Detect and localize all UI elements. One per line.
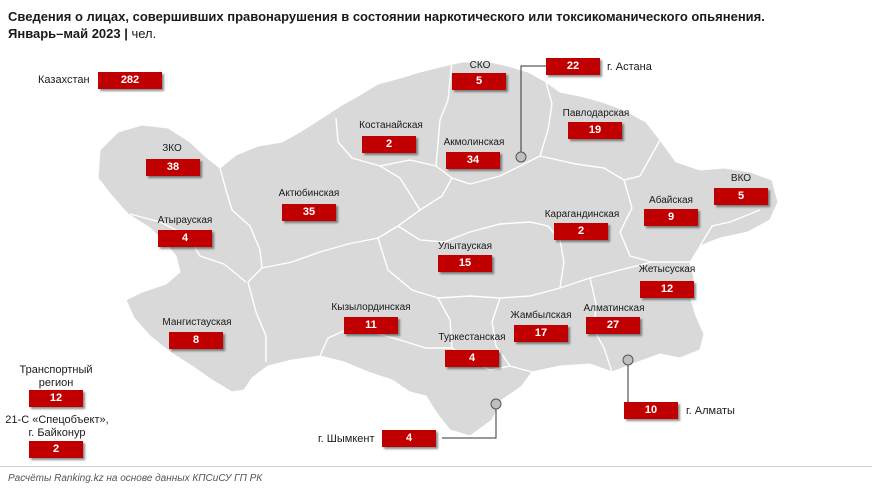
page-title: Сведения о лицах, совершивших правонаруш…	[8, 8, 765, 42]
region-borders	[129, 61, 761, 373]
transport-label-line2: регион	[38, 377, 74, 389]
baikonur-label-line1: 21-С «Спецобъект»,	[5, 414, 109, 426]
transport-label-line1: Транспортный	[19, 364, 93, 376]
city-almaty-name: г. Алматы	[686, 405, 735, 417]
astana-marker	[515, 151, 527, 163]
region-zhambyl-value: 17	[514, 325, 568, 342]
region-pavlodar-name: Павлодарская	[562, 108, 630, 119]
region-zko-name: ЗКО	[162, 143, 182, 154]
region-turkestan-value: 4	[445, 350, 499, 367]
baikonur-value: 2	[29, 441, 83, 458]
title-line2: Январь–май 2023 | чел.	[8, 26, 157, 41]
transport-value: 12	[29, 390, 83, 407]
city-shymkent-name: г. Шымкент	[318, 433, 375, 445]
region-aktobe-value: 35	[282, 204, 336, 221]
region-kyzylorda-name: Кызылординская	[331, 302, 411, 313]
almaty-marker	[622, 354, 634, 366]
source-note: Расчёты Ranking.kz на основе данных КПСи…	[8, 473, 263, 484]
region-almaty-value: 27	[586, 317, 640, 334]
region-atyrau-name: Атырауская	[157, 215, 213, 226]
region-zhambyl-name: Жамбылская	[510, 310, 572, 321]
region-kostanay-name: Костанайская	[359, 120, 423, 131]
region-akmola-name: Акмолинская	[443, 137, 505, 148]
title-period: Январь–май 2023	[8, 26, 121, 41]
title-line1: Сведения о лицах, совершивших правонаруш…	[8, 9, 765, 24]
astana-leader	[520, 65, 546, 156]
region-kyzylorda-value: 11	[344, 317, 398, 334]
shymkent-marker	[490, 398, 502, 410]
baikonur-label-line2: г. Байконур	[28, 427, 86, 439]
region-turkestan-name: Туркестанская	[438, 332, 506, 343]
total-label: Казахстан	[38, 74, 90, 86]
total-value: 282	[98, 72, 162, 89]
title-unit: чел.	[131, 26, 157, 41]
city-shymkent-value: 4	[382, 430, 436, 447]
city-almaty-value: 10	[624, 402, 678, 419]
region-abai-value: 9	[644, 209, 698, 226]
transport-label: Транспортный регион	[8, 364, 104, 390]
region-akmola-value: 34	[446, 152, 500, 169]
city-astana-name: г. Астана	[607, 61, 652, 73]
region-zko-value: 38	[146, 159, 200, 176]
region-almaty-name: Алматинская	[583, 303, 645, 314]
region-karaganda-value: 2	[554, 223, 608, 240]
region-vko-value: 5	[714, 188, 768, 205]
region-ulytau-value: 15	[438, 255, 492, 272]
region-karaganda-name: Карагандинская	[544, 209, 620, 220]
region-ulytau-name: Улытауская	[437, 241, 493, 252]
region-kostanay-value: 2	[362, 136, 416, 153]
region-atyrau-value: 4	[158, 230, 212, 247]
baikonur-label: 21-С «Спецобъект», г. Байконур	[2, 414, 112, 440]
city-astana-value: 22	[546, 58, 600, 75]
region-zhetysu-name: Жетысуская	[638, 264, 696, 275]
region-sko-value: 5	[452, 73, 506, 90]
region-pavlodar-value: 19	[568, 122, 622, 139]
region-aktobe-name: Актюбинская	[278, 188, 340, 199]
region-vko-name: ВКО	[730, 173, 752, 184]
region-sko-name: СКО	[469, 60, 491, 71]
region-mangystau-value: 8	[169, 332, 223, 349]
footer-divider	[0, 466, 872, 467]
region-mangystau-name: Мангистауская	[162, 317, 232, 328]
country-outline	[97, 61, 779, 437]
region-zhetysu-value: 12	[640, 281, 694, 298]
shymkent-leader	[442, 404, 497, 439]
region-abai-name: Абайская	[649, 195, 693, 206]
